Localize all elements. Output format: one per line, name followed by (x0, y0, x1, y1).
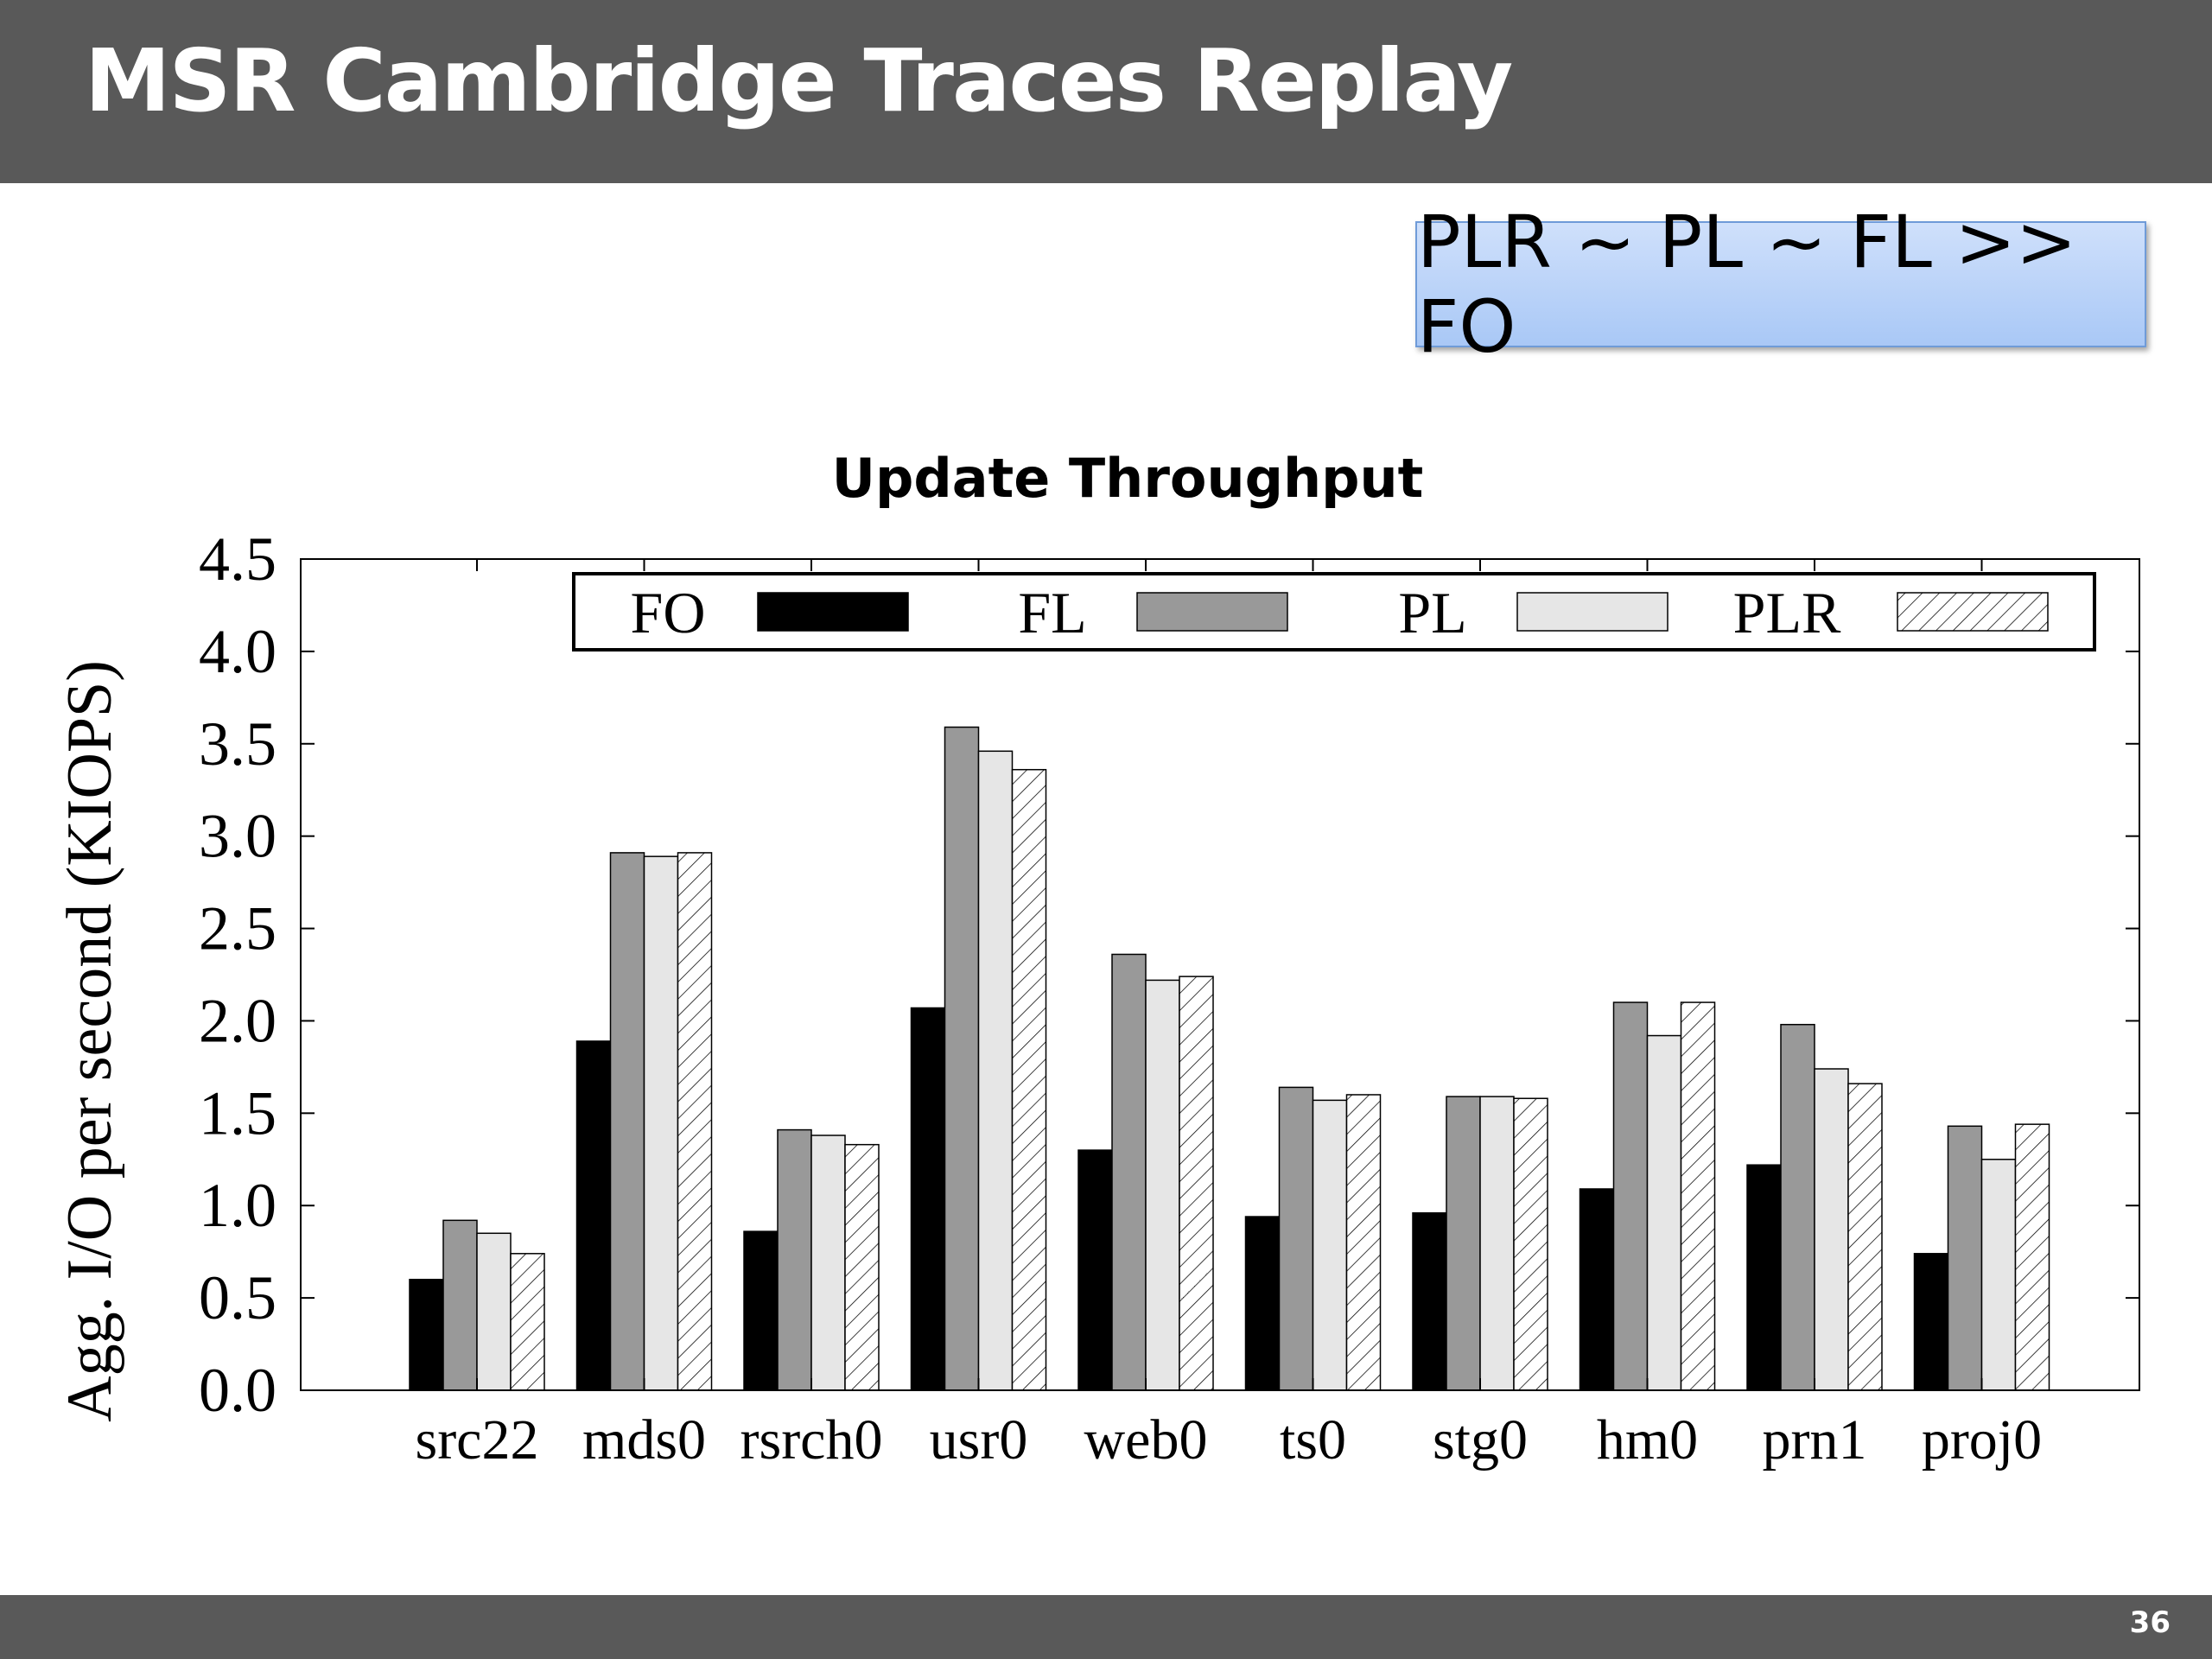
bar-pl-web0 (1145, 979, 1180, 1391)
bar-plr-stg0 (1513, 1097, 1548, 1391)
x-tick-label: usr0 (930, 1408, 1028, 1471)
bar-plr-mds0 (677, 852, 713, 1391)
legend-label-pl: PL (1398, 580, 1466, 645)
y-tick-label: 3.5 (199, 709, 276, 779)
bars-layer (409, 726, 2050, 1391)
bar-plr-ts0 (1345, 1094, 1382, 1391)
bar-plr-web0 (1179, 976, 1214, 1391)
bar-fo-stg0 (1412, 1212, 1447, 1391)
y-tick-label: 0.5 (199, 1263, 276, 1332)
bar-fo-usr0 (910, 1007, 946, 1391)
bar-plr-hm0 (1680, 1001, 1716, 1391)
legend-swatch-pl (1516, 592, 1669, 632)
bar-plr-rsrch0 (844, 1143, 880, 1391)
bar-fo-proj0 (1913, 1253, 1949, 1391)
x-tick-label: src22 (416, 1408, 539, 1471)
bar-pl-prn1 (1814, 1068, 1849, 1391)
slide-title: MSR Cambridge Traces Replay (85, 30, 1513, 131)
bar-fo-prn1 (1746, 1164, 1782, 1391)
legend-label-plr: PLR (1733, 580, 1841, 645)
bar-fl-rsrch0 (777, 1128, 812, 1391)
y-tick-label: 2.0 (199, 986, 276, 1055)
bar-fl-usr0 (944, 726, 980, 1391)
chart-title: Update Throughput (832, 447, 1424, 510)
bar-fl-mds0 (609, 852, 645, 1391)
bar-fl-proj0 (1947, 1125, 1983, 1391)
bar-pl-usr0 (977, 750, 1014, 1391)
bar-fo-rsrch0 (743, 1230, 779, 1391)
plot-frame (300, 558, 2140, 1391)
y-tick-label: 0.0 (199, 1356, 276, 1425)
bar-plr-proj0 (2014, 1123, 2050, 1391)
bar-pl-ts0 (1312, 1099, 1348, 1391)
bar-fl-src22 (442, 1219, 478, 1391)
page-number: 36 (2129, 1605, 2171, 1640)
bar-plr-prn1 (1847, 1083, 1883, 1391)
bar-plr-src22 (510, 1253, 545, 1391)
x-tick-label: ts0 (1280, 1408, 1346, 1471)
bar-pl-proj0 (1980, 1159, 2017, 1391)
bar-fo-hm0 (1579, 1188, 1615, 1391)
bar-fo-ts0 (1244, 1216, 1281, 1391)
x-tick-label: stg0 (1433, 1408, 1528, 1471)
bar-pl-mds0 (643, 855, 679, 1391)
x-tick-label: rsrch0 (741, 1408, 883, 1471)
bar-fo-mds0 (575, 1040, 612, 1391)
x-tick-label: web0 (1084, 1408, 1208, 1471)
y-tick-label: 1.5 (199, 1078, 276, 1147)
title-bar: MSR Cambridge Traces Replay (0, 0, 2212, 183)
y-tick-label: 4.5 (199, 524, 276, 594)
bar-fl-prn1 (1780, 1023, 1815, 1391)
ticks-layer: 0.0 0.5 1.0 1.5 2.0 2.5 3.0 3.5 4.0 4.5 src22 mds0 r… (199, 524, 2139, 1471)
bar-fl-ts0 (1278, 1086, 1314, 1391)
legend-label-fl: FL (1018, 580, 1086, 645)
y-tick-label: 2.5 (199, 894, 276, 963)
bar-fl-stg0 (1446, 1096, 1481, 1391)
y-tick-label: 1.0 (199, 1171, 276, 1240)
bar-plr-usr0 (1011, 768, 1047, 1391)
legend-swatch-fo (757, 592, 909, 632)
legend-swatch-fl (1136, 592, 1288, 632)
footer-bar: 36 (0, 1595, 2212, 1659)
bar-pl-src22 (476, 1232, 512, 1391)
bar-pl-hm0 (1646, 1034, 1682, 1391)
x-tick-label: hm0 (1597, 1408, 1698, 1471)
y-tick-label: 3.0 (199, 802, 276, 871)
legend-label-fo: FO (631, 580, 706, 645)
legend: FO FL PL PLR (572, 572, 2096, 652)
y-axis-label: Agg. I/O per second (KIOPS) (54, 660, 125, 1422)
bar-fl-hm0 (1612, 1001, 1649, 1391)
bar-fl-web0 (1111, 953, 1147, 1391)
x-tick-label: prn1 (1763, 1408, 1867, 1471)
bar-pl-rsrch0 (810, 1135, 846, 1391)
y-tick-label: 4.0 (199, 617, 276, 686)
bar-pl-stg0 (1479, 1096, 1515, 1391)
bar-fo-web0 (1077, 1149, 1113, 1391)
bar-fo-src22 (409, 1278, 444, 1391)
x-tick-label: mds0 (582, 1408, 706, 1471)
x-tick-label: proj0 (1922, 1408, 2042, 1471)
legend-swatch-plr (1897, 592, 2049, 632)
